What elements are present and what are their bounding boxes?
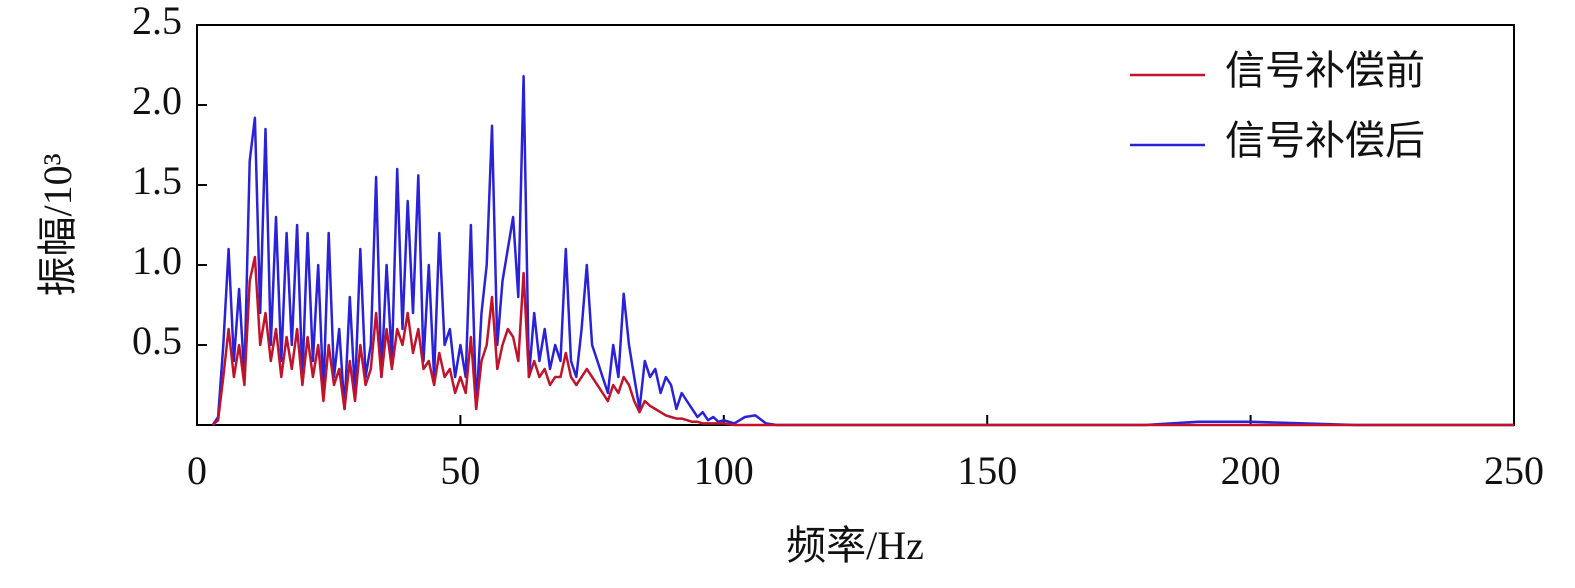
x-tick-label: 150 (957, 448, 1017, 493)
y-tick-label: 0.5 (132, 318, 182, 363)
x-tick-label: 100 (694, 448, 754, 493)
x-tick-label: 250 (1484, 448, 1544, 493)
y-tick-label: 1.0 (132, 238, 182, 283)
x-tick-label: 50 (440, 448, 480, 493)
y-tick-label: 1.5 (132, 158, 182, 203)
legend-label: 信号补偿后 (1225, 118, 1425, 163)
x-tick-label: 0 (187, 448, 207, 493)
x-axis-title: 频率/Hz (786, 523, 924, 568)
series-line (211, 255, 1514, 427)
x-tick-label: 200 (1221, 448, 1281, 493)
series-line (211, 74, 1514, 427)
y-tick-label: 2.5 (132, 0, 182, 43)
y-tick-label: 2.0 (132, 78, 182, 123)
legend-label: 信号补偿前 (1225, 48, 1425, 93)
y-axis-title: 振幅/10³ (35, 153, 80, 296)
